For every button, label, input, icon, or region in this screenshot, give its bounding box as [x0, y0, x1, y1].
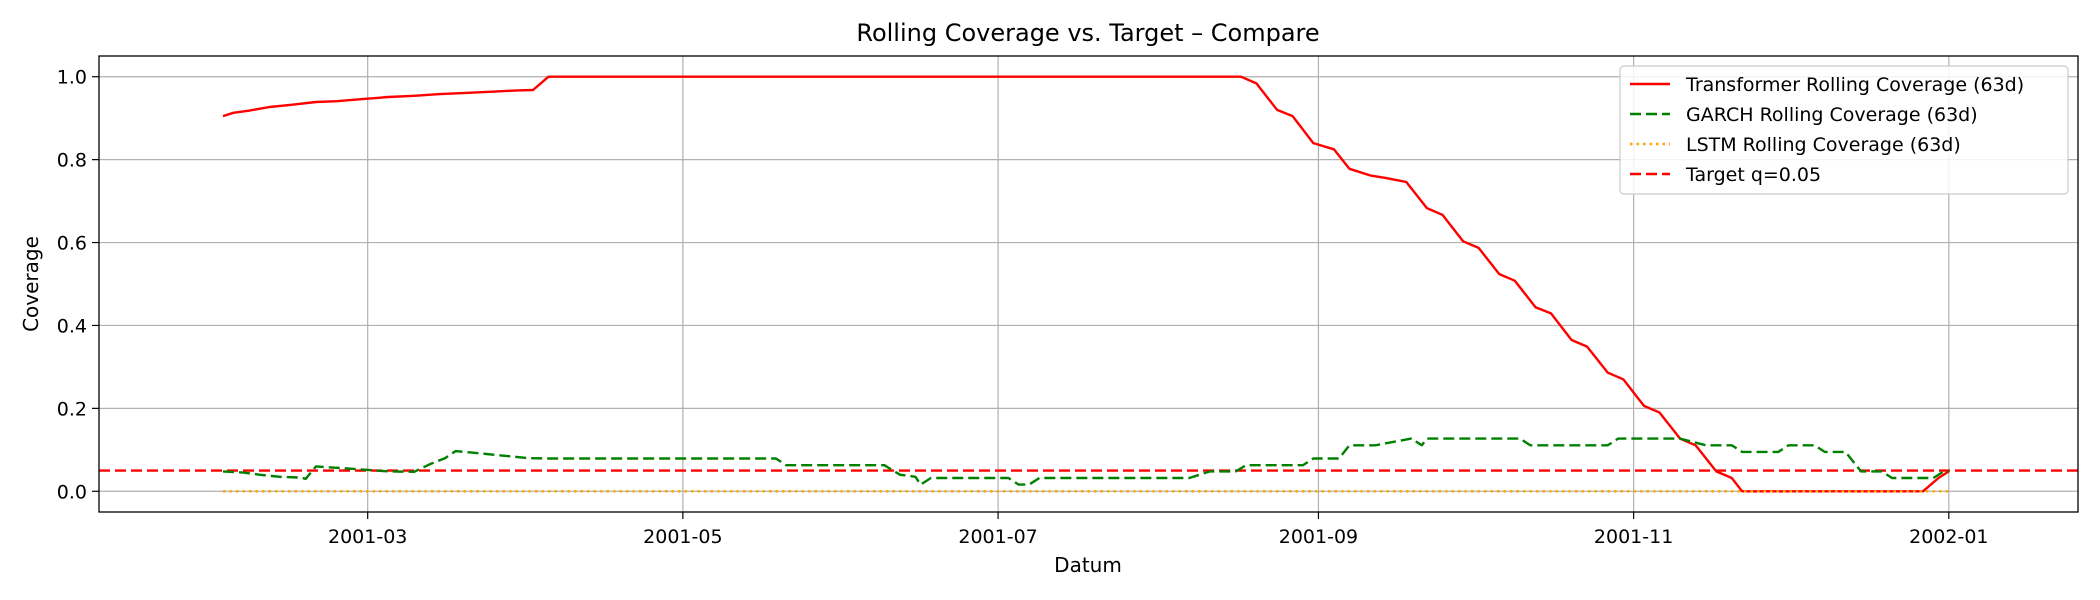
x-tick-label: 2001-07 — [958, 526, 1037, 548]
x-axis-ticks: 2001-03 2001-05 2001-07 2001-09 2001-11 2002-… — [328, 512, 1989, 548]
legend-label: GARCH Rolling Coverage (63d) — [1686, 104, 1978, 126]
x-tick-label: 2001-09 — [1279, 526, 1358, 548]
y-tick-label: 1.0 — [57, 67, 87, 89]
y-tick-label: 0.8 — [57, 150, 87, 172]
legend-label: Target q=0.05 — [1685, 164, 1821, 186]
y-axis-ticks: 0.0 0.2 0.4 0.6 0.8 1.0 — [57, 67, 99, 503]
legend-label: Transformer Rolling Coverage (63d) — [1685, 74, 2024, 96]
x-tick-label: 2002-01 — [1909, 526, 1988, 548]
y-tick-label: 0.0 — [57, 481, 87, 503]
chart-title: Rolling Coverage vs. Target – Compare — [856, 19, 1319, 47]
series-line-1 — [222, 437, 1949, 486]
x-tick-label: 2001-05 — [643, 526, 722, 548]
y-tick-label: 0.6 — [57, 233, 87, 255]
x-axis-label: Datum — [1054, 553, 1122, 577]
x-tick-label: 2001-11 — [1594, 526, 1673, 548]
series-lines — [222, 75, 1950, 493]
x-tick-label: 2001-03 — [328, 526, 407, 548]
y-axis-label: Coverage — [19, 236, 43, 332]
y-tick-label: 0.4 — [57, 315, 87, 337]
legend-box — [1619, 65, 2069, 195]
legend-label: LSTM Rolling Coverage (63d) — [1686, 134, 1961, 156]
plot-frame — [98, 55, 2079, 513]
legend: Transformer Rolling Coverage (63d) GARCH … — [1619, 65, 2069, 195]
y-tick-label: 0.2 — [57, 398, 87, 420]
